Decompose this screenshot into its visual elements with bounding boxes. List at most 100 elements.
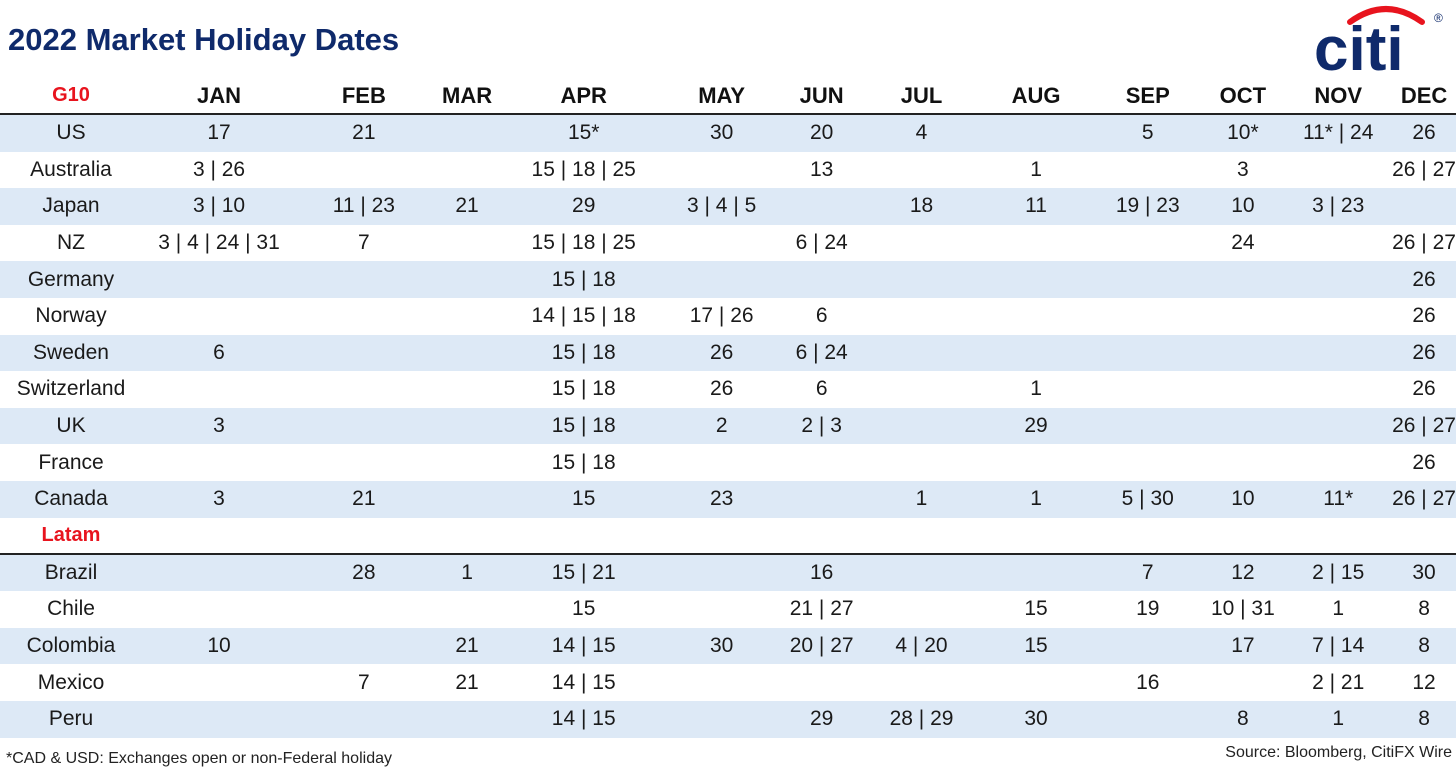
date-cell: [978, 298, 1094, 335]
date-cell: [1284, 261, 1393, 298]
date-cell: 10: [1201, 188, 1285, 225]
date-cell: [431, 261, 503, 298]
date-cell: 14 | 15: [502, 700, 665, 738]
date-cell: [296, 407, 432, 445]
date-cell: 11 | 23: [296, 188, 432, 225]
date-cell: [665, 444, 778, 481]
date-cell: [296, 334, 432, 372]
date-cell: 3 | 4 | 24 | 31: [158, 231, 280, 255]
month-header-aug: AUG: [978, 78, 1095, 115]
date-cell: 18: [864, 188, 979, 225]
date-cell: [665, 591, 778, 628]
date-cell: 28: [296, 553, 432, 592]
date-cell: 3: [142, 480, 297, 518]
date-cell: [142, 553, 297, 592]
page-title: 2022 Market Holiday Dates: [8, 22, 400, 57]
date-cell: 4 | 20: [864, 627, 979, 665]
country-cell: Mexico: [37, 670, 105, 694]
date-cell: [296, 591, 432, 628]
date-cell: 3: [1237, 157, 1249, 181]
country-cell: Germany: [0, 261, 142, 298]
date-cell: 21: [455, 670, 479, 694]
date-cell: [1392, 188, 1456, 225]
date-cell: [1284, 407, 1393, 445]
date-cell: [1094, 261, 1202, 298]
table-row: UK 3 15 | 18 2 2 | 3 29 26 | 27: [0, 407, 1456, 445]
date-cell: [296, 444, 432, 481]
country-cell: Canada: [0, 480, 142, 518]
date-cell: 6: [815, 304, 828, 328]
date-cell: [1094, 700, 1202, 738]
date-cell: [1094, 298, 1201, 335]
table-row: Australia 3 | 26 15 | 18 | 25 13 1 3 26 | 27: [0, 152, 1456, 189]
date-cell: 26: [664, 334, 779, 372]
date-cell: [1094, 152, 1201, 189]
date-cell: 26: [709, 377, 734, 401]
date-cell: [865, 444, 978, 481]
date-cell: 29: [502, 188, 665, 225]
svg-text:citi: citi: [1314, 15, 1404, 80]
date-cell: [1201, 444, 1284, 481]
date-cell: 1: [1284, 700, 1393, 738]
date-cell: 15 | 18 | 25: [531, 231, 636, 255]
date-cell: [664, 700, 779, 738]
date-cell: 21: [296, 114, 432, 152]
date-cell: 6: [142, 334, 297, 372]
date-cell: 8: [1392, 700, 1456, 738]
date-cell: [1094, 444, 1201, 481]
date-cell: [296, 700, 432, 738]
date-cell: 3: [142, 407, 297, 445]
footnote: *CAD & USD: Exchanges open or non-Federa…: [6, 750, 392, 767]
month-header-may: MAY: [664, 78, 779, 115]
table-row: France 15 | 18 26: [0, 444, 1456, 481]
date-cell: [296, 261, 432, 298]
date-cell: [431, 114, 503, 152]
date-cell: 15 | 18: [551, 377, 616, 401]
date-cell: 15 | 18: [502, 407, 665, 445]
date-cell: 29: [778, 700, 865, 738]
month-header-jan: JAN: [142, 78, 297, 115]
date-cell: [296, 152, 432, 189]
table-row: Peru 14 | 15 29 28 | 29 30 8 1 8: [0, 700, 1456, 738]
date-cell: 20: [778, 114, 865, 152]
group-label-g10: G10: [0, 78, 142, 115]
date-cell: [978, 664, 1094, 701]
date-cell: [142, 298, 296, 335]
date-cell: [978, 553, 1095, 592]
month-header-mar: MAR: [431, 78, 503, 115]
date-cell: 16: [1136, 670, 1160, 694]
date-cell: [864, 334, 979, 372]
date-cell: [865, 298, 978, 335]
date-cell: 12: [1412, 670, 1436, 694]
date-cell: 21 | 27: [789, 597, 854, 621]
country-cell: Norway: [35, 304, 107, 328]
country-cell: NZ: [57, 231, 85, 255]
date-cell: [1201, 334, 1285, 372]
date-cell: [778, 261, 865, 298]
date-cell: [431, 480, 503, 518]
date-cell: 26: [1412, 377, 1436, 401]
date-cell: [1094, 407, 1202, 445]
date-cell: [978, 261, 1095, 298]
holiday-table: G10 JAN FEB MAR APR MAY JUN JUL AUG SEP OCT NOV DEC …: [0, 78, 1456, 738]
date-cell: [432, 152, 503, 189]
date-cell: [1284, 444, 1392, 481]
date-cell: [142, 591, 296, 628]
group-label-latam: Latam: [0, 517, 142, 555]
date-cell: [1094, 334, 1202, 372]
date-cell: 3 | 26: [192, 157, 246, 181]
date-cell: 1: [431, 553, 503, 592]
date-cell: 8: [1201, 700, 1285, 738]
date-cell: [142, 371, 296, 408]
date-cell: [978, 225, 1094, 262]
date-cell: [864, 553, 979, 592]
date-cell: 10 | 31: [1210, 597, 1275, 621]
date-cell: 23: [664, 480, 779, 518]
date-cell: 26: [1392, 114, 1456, 152]
date-cell: 7: [1094, 553, 1202, 592]
date-cell: [142, 700, 297, 738]
country-cell: Colombia: [0, 627, 142, 665]
date-cell: [778, 480, 865, 518]
date-cell: [864, 261, 979, 298]
date-cell: 6 | 24: [795, 231, 848, 255]
